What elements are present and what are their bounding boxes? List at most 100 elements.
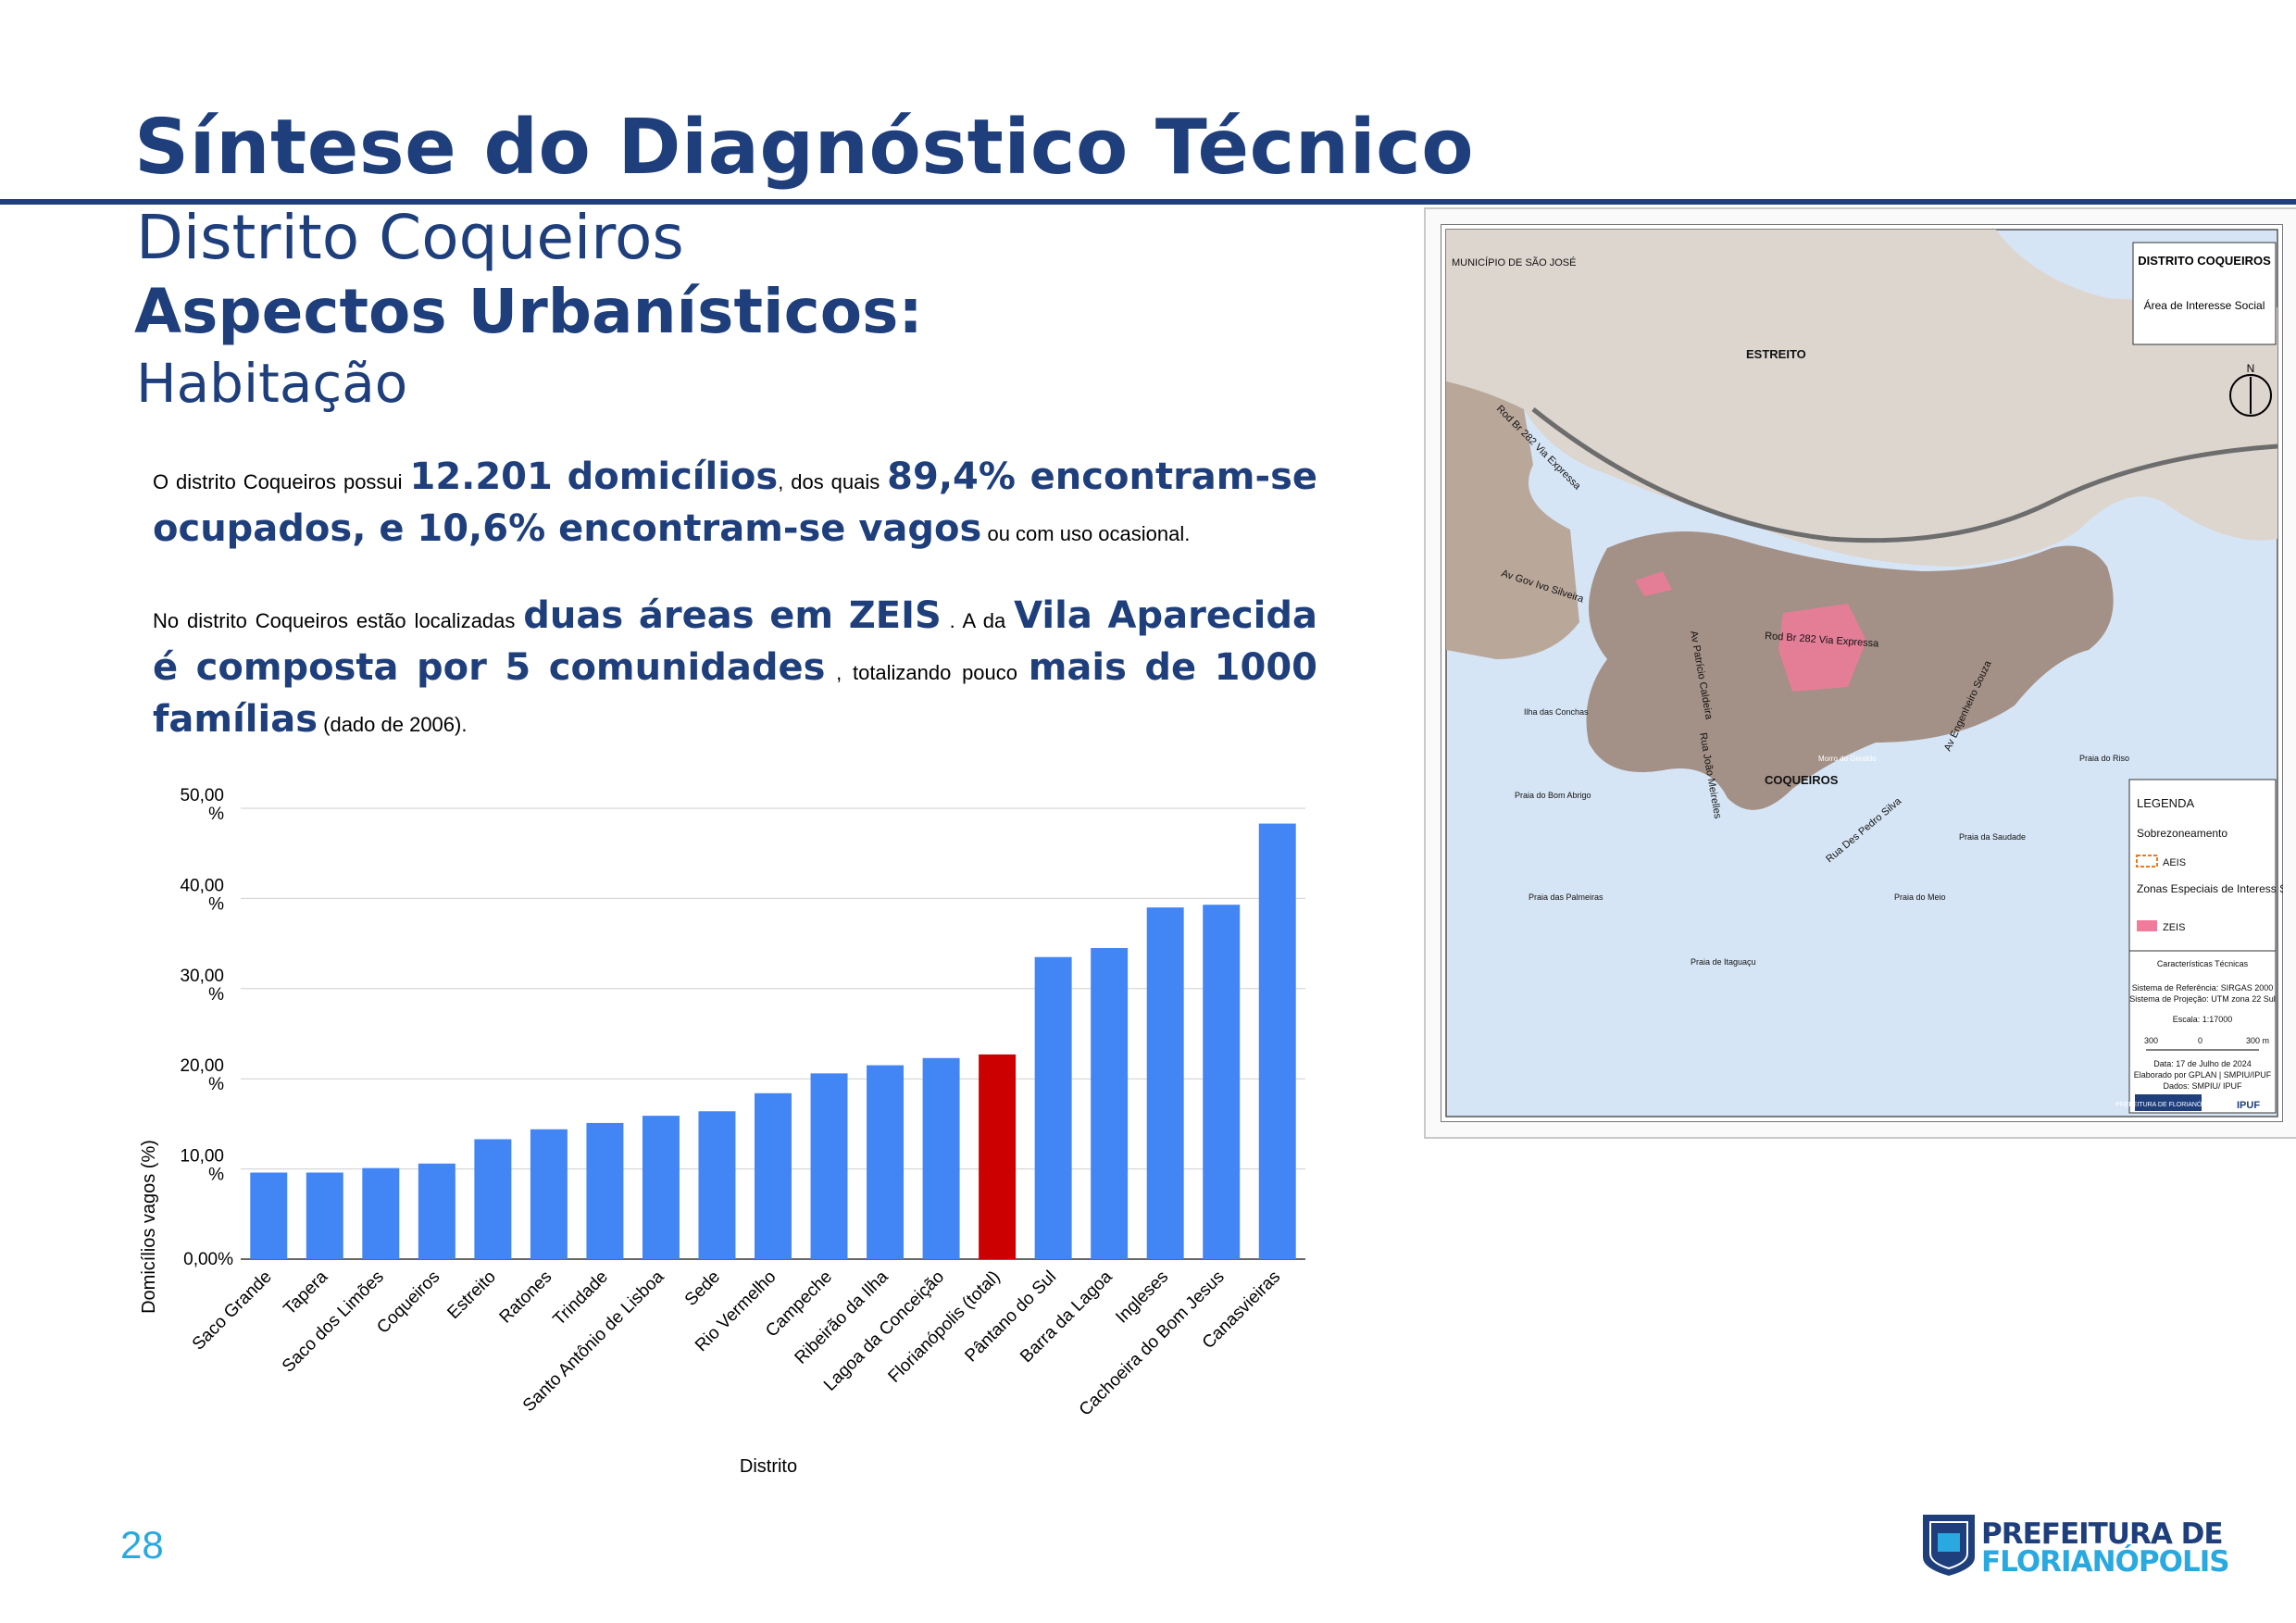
x-tick-label: Tapera (280, 1267, 331, 1318)
y-tick-label: 30,00% (180, 967, 224, 1005)
bar-saco-dos-lim-es (362, 1167, 400, 1259)
p1-bold-2: 89,4% encontram-se ocupados, e 10,6% enc… (153, 456, 1318, 550)
p1-text-1: O distrito Coqueiros possui (153, 470, 410, 493)
scale-mid: 0 (2198, 1036, 2202, 1045)
bar-coqueiros (418, 1163, 455, 1259)
p2-text-1: No distrito Coqueiros estão localizadas (153, 609, 524, 632)
vacancy-bar-chart: 0,00% 10,00 % 20,00 % 30,00 % 40,00 % 50,00% Saco… (139, 786, 1305, 1477)
x-tick-label: Ratones (496, 1267, 556, 1328)
label-morro: Morro do Geraldo (1818, 755, 1877, 763)
legend-proj: Sistema de Projeção: UTM zona 22 Sul (2129, 994, 2276, 1004)
via-expressa-road (1531, 407, 2278, 543)
title-divider (0, 199, 2296, 205)
logo-text: PREFEITURA DE FLORIANÓPOLIS (1981, 1517, 2230, 1579)
bar-tapera (306, 1172, 343, 1259)
map-title: DISTRITO COQUEIROS (2138, 254, 2271, 268)
legend-date: Data: 17 de Julho de 2024 (2153, 1059, 2252, 1068)
prefeitura-logo: PREFEITURA DE FLORIANÓPOLIS (1921, 1513, 2230, 1582)
mainland-west (1446, 381, 1579, 659)
p2-bold-1: duas áreas em ZEIS (523, 594, 942, 637)
logo-line-2: FLORIANÓPOLIS (1981, 1545, 2230, 1579)
page-title: Síntese do Diagnóstico Técnico (134, 104, 1475, 192)
scale-left: 300 (2144, 1036, 2158, 1045)
x-tick-label: Estreito (444, 1267, 500, 1323)
label-bom-abrigo: Praia do Bom Abrigo (1515, 791, 1591, 800)
bar-santo-ant-nio-de-lisboa (642, 1116, 680, 1259)
legend-tech-title: Características Técnicas (2157, 959, 2249, 968)
label-saudade: Praia da Saudade (1959, 832, 2026, 842)
page-number: 28 (120, 1523, 164, 1567)
bar-ratones (530, 1129, 568, 1259)
map-canvas: MUNICÍPIO DE SÃO JOSÉ ESTREITO COQUEIROS… (1441, 224, 2283, 1122)
legend-zeis: ZEIS (2163, 922, 2185, 933)
bar-rio-vermelho (755, 1092, 792, 1259)
label-coqueiros: COQUEIROS (1765, 773, 1839, 787)
y-tick-label: 0,00% (183, 1250, 233, 1269)
zeis-area (1778, 604, 1866, 692)
north-arrow-icon: N (2229, 362, 2272, 417)
section-subheading: Habitação (136, 352, 408, 415)
legend-zonas: Zonas Especiais de Interess Social (ZEIS… (2137, 882, 2283, 895)
p2-bold-2: Vila Aparecida é composta por 5 comunida… (153, 594, 1318, 689)
bar-campeche (810, 1073, 848, 1259)
zeis-area-small (1635, 571, 1672, 596)
bar-trindade (586, 1122, 624, 1259)
zeis-swatch (2137, 920, 2157, 931)
paragraph-zeis: No distrito Coqueiros estão localizadas … (153, 593, 1317, 748)
legend-dados: Dados: SMPIU/ IPUF (2163, 1081, 2242, 1091)
label-meio: Praia do Meio (1894, 893, 1946, 902)
x-tick-label: Saco Grande (189, 1267, 276, 1355)
bar-estreito (474, 1139, 512, 1259)
label-municipio: MUNICÍPIO DE SÃO JOSÉ (1452, 256, 1576, 268)
aeis-swatch (2136, 855, 2158, 868)
zeis-map: MUNICÍPIO DE SÃO JOSÉ ESTREITO COQUEIROS… (1424, 207, 2296, 1139)
label-palmeiras: Praia das Palmeiras (1529, 893, 1603, 902)
y-axis-label: Domicílios vagos (%) (139, 1140, 159, 1314)
legend-logo2: IPUF (2237, 1100, 2260, 1111)
bar-ribeir-o-da-ilha (867, 1065, 905, 1259)
label-ilha: Ilha das Conchas (1524, 707, 1589, 717)
scale-right: 300 m (2246, 1036, 2269, 1045)
map-title-box (2132, 242, 2277, 345)
legend-sobre: Sobrezoneamento (2137, 827, 2227, 840)
map-subtitle: Área de Interesse Social (2144, 298, 2265, 312)
p2-text-4: (dado de 2006). (318, 713, 468, 736)
p2-text-2: . A da (941, 609, 1015, 632)
logo-line-1: PREFEITURA DE (1981, 1517, 2224, 1551)
bar-sede (698, 1111, 736, 1259)
y-axis-ticks: 0,00% 10,00 % 20,00 % 30,00 % 40,00 % 50,00% (180, 786, 233, 1269)
y-tick-label: 10,00% (180, 1147, 224, 1185)
legend-logo-prefeitura (2135, 1094, 2202, 1111)
legend-aeis: AEIS (2163, 857, 2186, 868)
bar-ingleses (1146, 907, 1184, 1259)
section-heading: Aspectos Urbanísticos: (134, 276, 923, 347)
legend-ref: Sistema de Referência: SIRGAS 2000 (2132, 983, 2274, 993)
x-tick-label: Saco dos Limões (279, 1267, 388, 1377)
p1-text-2: , dos quais (778, 470, 888, 493)
x-axis-label: Distrito (740, 1456, 797, 1477)
district-subtitle: Distrito Coqueiros (136, 202, 684, 273)
bar-lagoa-da-concei-o (922, 1057, 960, 1259)
bar-florian-polis-total- (979, 1054, 1017, 1259)
y-tick-label: 20,00% (180, 1056, 224, 1094)
mainland-estreito (1446, 230, 2277, 567)
y-tick-label: 50,00% (180, 786, 224, 824)
legend-logo1: PREFEITURA DE FLORIANÓPOLIS (2115, 1100, 2221, 1108)
coat-of-arms-icon (1923, 1515, 1975, 1576)
y-tick-label: 40,00% (180, 876, 224, 914)
bar-cachoeira-do-bom-jesus (1203, 905, 1241, 1259)
p2-text-3: , totalizando pouco (825, 661, 1029, 684)
label-estreito: ESTREITO (1746, 347, 1806, 361)
bar-p-ntano-do-sul (1034, 956, 1072, 1259)
legend-title: LEGENDA (2137, 796, 2194, 810)
chart-bars (250, 823, 1296, 1259)
p1-text-3: ou com uso ocasional. (981, 522, 1191, 545)
bar-barra-da-lagoa (1091, 947, 1129, 1259)
label-riso: Praia do Riso (2079, 754, 2129, 763)
x-tick-label: Sede (681, 1267, 724, 1310)
bar-saco-grande (250, 1172, 288, 1259)
bar-canasvieiras (1258, 823, 1296, 1259)
north-label: N (2247, 362, 2255, 375)
map-legend (2128, 779, 2277, 1114)
